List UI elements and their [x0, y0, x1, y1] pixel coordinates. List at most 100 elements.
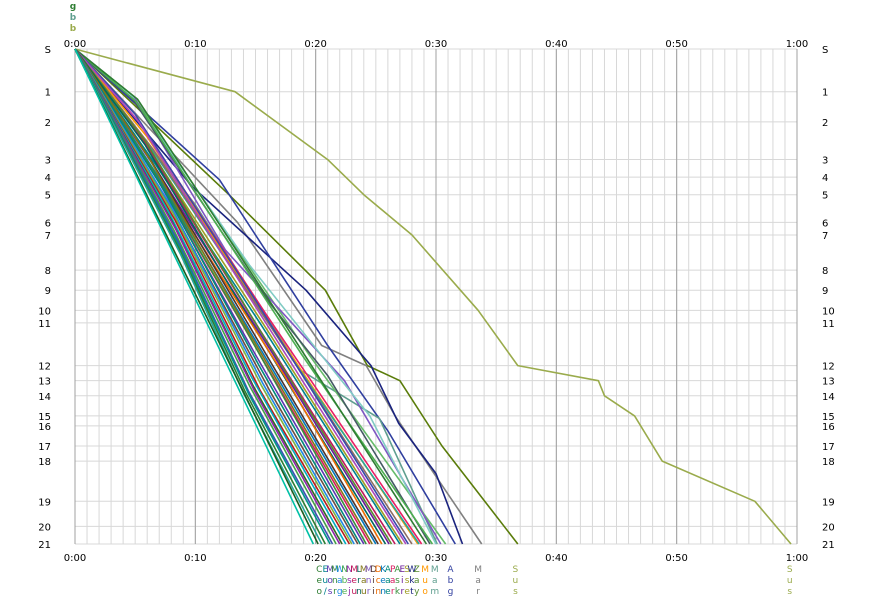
y-tick-label-left: 3 [45, 156, 51, 167]
y-tick-label-right: 13 [822, 377, 835, 388]
runner-name-char: a [385, 576, 391, 586]
runner-name-char: u [422, 576, 428, 586]
x-tick-label-bottom: 0:30 [425, 553, 447, 564]
series-line-33 [74, 48, 355, 545]
y-tick-label-left: 17 [38, 442, 51, 453]
y-tick-label-left: 19 [38, 497, 51, 508]
y-tick-label-right: 2 [822, 118, 828, 129]
runner-name-char: y [414, 587, 420, 597]
runner-name-char: E [322, 565, 328, 575]
major-gridlines [74, 49, 798, 544]
runner-name-char: g [337, 587, 343, 597]
runner-name-char: e [351, 576, 357, 586]
runner-name-char: u [787, 576, 793, 586]
y-tick-label-right: 19 [822, 497, 835, 508]
y-tick-label-right: 12 [822, 362, 835, 373]
runner-name-char: r [476, 587, 480, 597]
runner-name-char: u [351, 587, 357, 597]
runner-name-char: s [328, 587, 333, 597]
runner-name-char: j [347, 587, 351, 597]
runner-name-char: n [356, 587, 362, 597]
y-tick-label-right: 8 [822, 266, 828, 277]
y-tick-label-right: 20 [822, 522, 835, 533]
x-tick-label-bottom: 0:20 [304, 553, 326, 564]
runner-name-char: o [422, 587, 428, 597]
runner-name-char: M [326, 565, 334, 575]
y-tick-label-left: 8 [45, 266, 51, 277]
runner-name-char: M [360, 565, 368, 575]
runner-name-char: M [350, 565, 358, 575]
series-line-11 [74, 48, 428, 545]
top-legend-glyph: b [70, 24, 77, 34]
runner-name-char: e [385, 587, 391, 597]
y-tick-label-right: 21 [822, 540, 835, 551]
top-legend: gbb [70, 2, 77, 34]
runner-name-char: i [372, 576, 375, 586]
series-line-4 [74, 48, 456, 545]
x-tick-label-top: 0:00 [64, 39, 86, 50]
runner-name-char: D [375, 565, 382, 575]
y-tick-label-left: 11 [38, 319, 51, 330]
x-tick-label-top: 0:20 [304, 39, 326, 50]
runner-name-char: N [346, 565, 353, 575]
runner-lines [74, 48, 792, 545]
runner-name-char: c [376, 576, 381, 586]
runner-name-char: r [400, 587, 404, 597]
runner-name-char: e [342, 587, 348, 597]
y-tick-label-right: 7 [822, 231, 828, 242]
y-tick-label-left: 13 [38, 377, 51, 388]
runner-name-char: a [432, 576, 438, 586]
runner-name-char: L [356, 565, 361, 575]
y-tick-label-right: 1 [822, 88, 828, 99]
runner-name-char: s [347, 576, 352, 586]
runner-name-char: M [331, 565, 339, 575]
series-line-36 [74, 48, 347, 545]
runner-name-char: s [513, 587, 518, 597]
y-tick-label-left: 10 [38, 306, 51, 317]
runner-name-char: P [390, 565, 396, 575]
runner-name-char: n [375, 587, 381, 597]
y-tick-label-right: 9 [822, 286, 828, 297]
runner-name-char: r [357, 576, 361, 586]
y-tick-label-left: 7 [45, 231, 51, 242]
runner-name-char: N [341, 565, 348, 575]
runner-name-char: S [404, 565, 410, 575]
runner-name-char: m [430, 587, 439, 597]
y-tick-label-right: 4 [822, 173, 828, 184]
axis-tick-labels: 0:00 0:00 0:10 0:10 0:20 0:20 0:30 0:30 0:40 0:40… [38, 39, 834, 564]
runner-name-char: k [409, 576, 415, 586]
y-tick-label-left: 15 [38, 412, 51, 423]
runner-name-char: C [316, 565, 322, 575]
series-line-10 [74, 48, 434, 545]
y-tick-label-right: 5 [822, 191, 828, 202]
top-legend-glyph: g [70, 2, 76, 12]
y-tick-label-left: 1 [45, 88, 51, 99]
y-tick-label-left: 4 [45, 173, 51, 184]
runner-name-char: a [475, 576, 481, 586]
runner-name-char: r [391, 587, 395, 597]
top-legend-glyph: b [70, 13, 77, 23]
runner-name-labels: CeoEu/MosMnrWagNbeNsjMeuLrnMauMnrDiiDcnK… [316, 565, 793, 597]
runner-name-char: s [787, 587, 792, 597]
runner-name-char: i [372, 587, 375, 597]
x-tick-label-bottom: 0:50 [665, 553, 687, 564]
runner-name-char: o [327, 576, 333, 586]
x-tick-label-bottom: 0:00 [64, 553, 86, 564]
runner-name-char: E [399, 565, 405, 575]
runner-name-char: o [317, 587, 323, 597]
runner-name-char: a [390, 576, 396, 586]
runner-name-char: r [367, 587, 371, 597]
y-tick-label-right: 16 [822, 422, 835, 433]
x-tick-label-top: 0:40 [545, 39, 567, 50]
series-line-45 [74, 48, 315, 545]
y-tick-label-left: 9 [45, 286, 51, 297]
runner-name-char: n [380, 587, 386, 597]
x-tick-label-top: 0:10 [184, 39, 206, 50]
y-tick-label-left: 18 [38, 457, 51, 468]
runner-name-char: b [448, 576, 454, 586]
y-tick-label-left: 21 [38, 540, 51, 551]
runner-name-char: g [448, 587, 454, 597]
runner-name-char: M [431, 565, 439, 575]
y-tick-label-right: 11 [822, 319, 835, 330]
